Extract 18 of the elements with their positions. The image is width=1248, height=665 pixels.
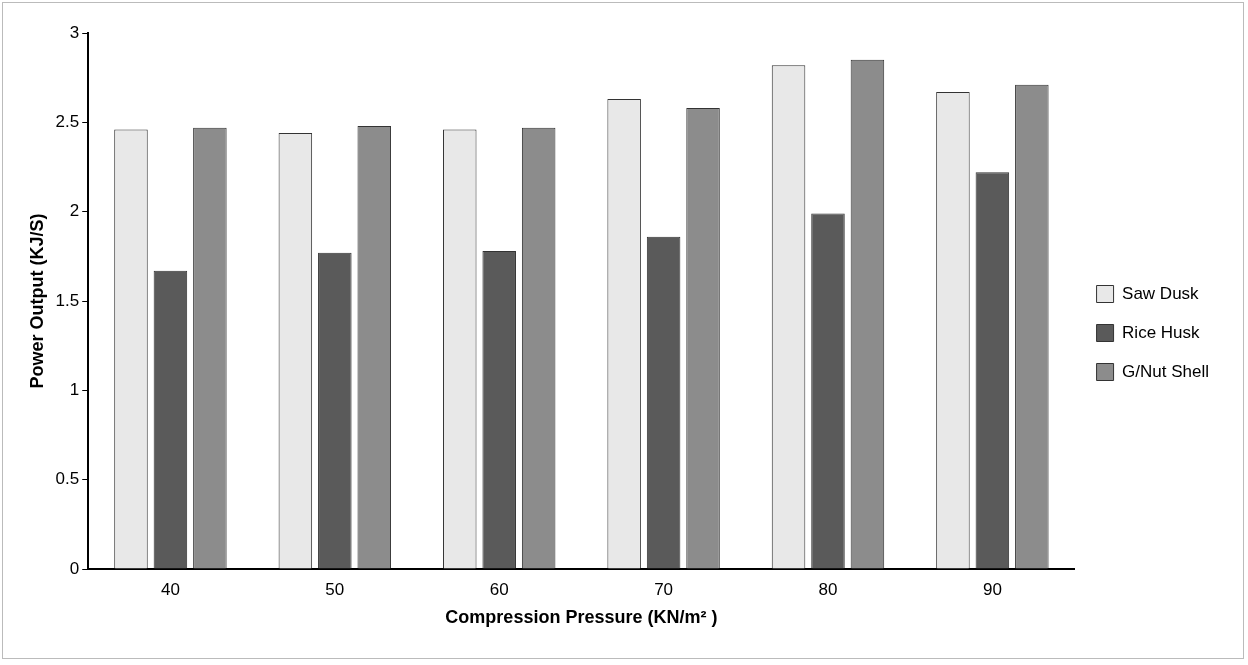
legend-label: G/Nut Shell [1122, 361, 1210, 381]
y-axis-title: Power Output (KJ/S) [26, 213, 47, 389]
x-tick-label: 60 [489, 579, 509, 599]
y-tick-label: 1.5 [55, 290, 80, 310]
x-tick-label: 70 [654, 579, 674, 599]
y-tick-label: 0 [69, 558, 80, 578]
x-axis-title: Compression Pressure (KN/m² ) [445, 607, 718, 628]
x-tick-label: 50 [325, 579, 345, 599]
legend-label: Saw Dusk [1122, 283, 1200, 303]
y-tick-label: 2.5 [55, 112, 80, 132]
y-tick-label: 0.5 [55, 469, 80, 489]
x-tick-label: 80 [818, 579, 838, 599]
y-tick-label: 3 [69, 22, 80, 42]
x-tick-label: 90 [982, 579, 1002, 599]
x-tick-label: 40 [160, 579, 180, 599]
y-tick-label: 2 [69, 201, 80, 221]
y-tick-label: 1 [69, 380, 80, 400]
legend-label: Rice Husk [1122, 322, 1201, 342]
